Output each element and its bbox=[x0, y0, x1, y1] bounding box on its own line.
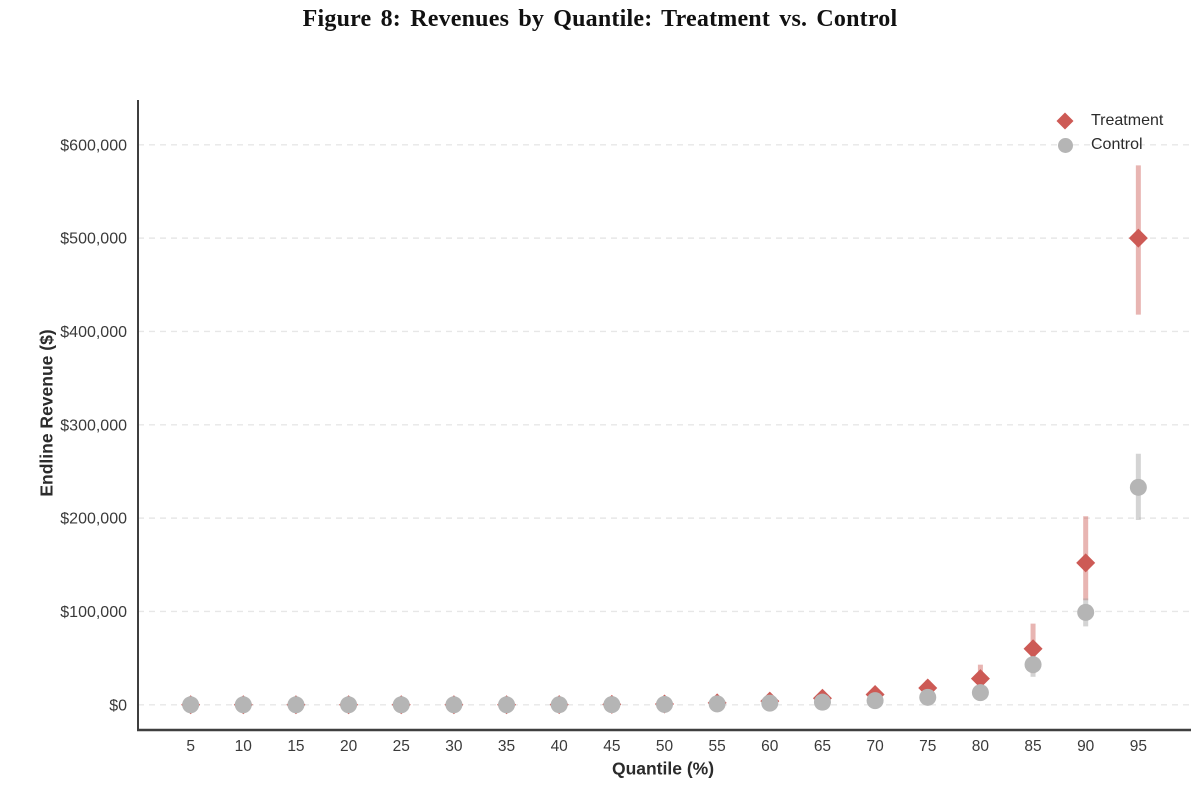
y-tick-label: $600,000 bbox=[60, 137, 127, 154]
control-marker bbox=[603, 696, 621, 714]
control-marker bbox=[866, 692, 884, 710]
control-circle-icon bbox=[1056, 137, 1074, 153]
control-marker bbox=[656, 695, 673, 713]
y-tick-label: $400,000 bbox=[60, 324, 127, 341]
y-tick-label: $200,000 bbox=[60, 511, 127, 528]
x-tick-label: 65 bbox=[814, 738, 831, 755]
control-marker bbox=[445, 696, 463, 714]
x-tick-label: 55 bbox=[709, 738, 726, 755]
legend-item-treatment: Treatment bbox=[1056, 109, 1163, 133]
x-tick-label: 40 bbox=[551, 738, 569, 755]
x-axis-label: Quantile (%) bbox=[611, 758, 715, 779]
y-axis-label: Endline Revenue ($) bbox=[36, 329, 57, 497]
control-marker bbox=[234, 696, 252, 714]
y-tick-label: $300,000 bbox=[60, 417, 127, 434]
control-marker bbox=[550, 696, 568, 714]
x-tick-label: 35 bbox=[498, 738, 515, 755]
legend-item-control: Control bbox=[1056, 133, 1163, 157]
x-tick-label: 15 bbox=[287, 738, 304, 755]
control-marker bbox=[1077, 603, 1095, 621]
x-tick-label: 50 bbox=[656, 738, 674, 755]
x-tick-label: 85 bbox=[1024, 738, 1041, 755]
control-marker bbox=[708, 695, 726, 713]
control-marker bbox=[813, 693, 831, 711]
x-tick-label: 45 bbox=[603, 738, 620, 755]
x-tick-label: 5 bbox=[186, 738, 195, 755]
control-marker bbox=[498, 696, 516, 714]
control-marker bbox=[182, 696, 200, 714]
legend-label-control: Control bbox=[1091, 136, 1143, 153]
y-tick-label: $100,000 bbox=[60, 604, 127, 621]
x-tick-label: 10 bbox=[235, 738, 253, 755]
x-tick-label: 20 bbox=[340, 738, 358, 755]
x-tick-label: 70 bbox=[866, 738, 884, 755]
treatment-diamond-icon bbox=[1056, 112, 1074, 130]
treatment-marker bbox=[1076, 553, 1096, 573]
x-tick-label: 80 bbox=[972, 738, 990, 755]
control-marker bbox=[287, 696, 305, 714]
treatment-marker bbox=[970, 669, 990, 689]
legend: Treatment Control bbox=[1056, 109, 1163, 157]
control-marker bbox=[919, 688, 937, 706]
figure-title: Figure 8: Revenues by Quantile: Treatmen… bbox=[302, 6, 898, 32]
x-tick-label: 30 bbox=[445, 738, 463, 755]
x-tick-label: 75 bbox=[919, 738, 936, 755]
y-tick-label: $500,000 bbox=[60, 231, 127, 248]
control-marker bbox=[340, 696, 358, 714]
treatment-marker bbox=[1023, 639, 1043, 659]
x-tick-label: 95 bbox=[1130, 738, 1147, 755]
control-marker bbox=[761, 694, 779, 712]
control-marker bbox=[1129, 478, 1147, 496]
treatment-marker bbox=[1128, 228, 1148, 248]
x-tick-label: 60 bbox=[761, 738, 779, 755]
legend-label-treatment: Treatment bbox=[1091, 112, 1164, 129]
control-marker bbox=[1024, 656, 1042, 674]
control-marker bbox=[392, 696, 410, 714]
y-tick-label: $0 bbox=[109, 697, 127, 714]
x-tick-label: 25 bbox=[393, 738, 410, 755]
x-tick-label: 90 bbox=[1077, 738, 1095, 755]
control-marker bbox=[971, 684, 989, 702]
